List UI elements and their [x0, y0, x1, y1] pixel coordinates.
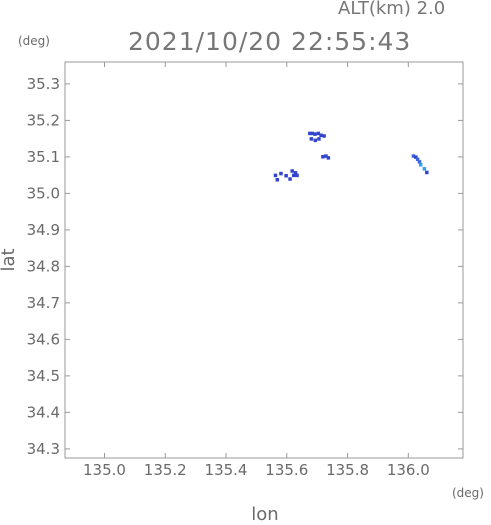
- ticks-layer: 135.0 135.2 135.4 135.6 135.8 136.0 34.3 34.4 34…: [27, 62, 463, 479]
- data-point: [425, 170, 429, 175]
- y-tick-label: 34.4: [27, 403, 60, 421]
- data-point: [309, 137, 314, 141]
- y-tick-label: 34.5: [27, 367, 60, 385]
- data-point: [273, 173, 278, 178]
- x-tick-label: 135.0: [83, 461, 126, 479]
- data-point: [284, 174, 288, 178]
- data-point: [414, 155, 418, 159]
- y-tick-label: 34.6: [27, 330, 60, 348]
- data-point: [422, 167, 427, 171]
- data-point: [417, 160, 422, 164]
- data-point: [411, 154, 416, 158]
- x-tick-label: 135.6: [265, 461, 308, 479]
- data-point: [295, 173, 299, 178]
- y-axis-title: lat: [0, 248, 19, 271]
- data-point: [317, 137, 321, 141]
- data-point: [279, 171, 283, 176]
- data-point: [316, 131, 321, 136]
- y-tick-label: 35.0: [27, 184, 60, 202]
- y-tick-label: 35.3: [27, 75, 60, 93]
- data-point: [275, 178, 280, 182]
- x-tick-label: 135.8: [326, 461, 369, 479]
- data-point: [293, 171, 298, 175]
- y-unit-label: (deg): [18, 34, 50, 48]
- data-point: [322, 134, 326, 138]
- altitude-label: ALT(km) 2.0: [338, 0, 445, 19]
- data-point: [415, 157, 420, 162]
- data-point: [308, 131, 312, 136]
- y-tick-label: 35.1: [27, 148, 60, 166]
- x-unit-label: (deg): [452, 486, 484, 500]
- data-point: [310, 131, 315, 136]
- data-point: [313, 138, 318, 143]
- x-tick-label: 135.4: [205, 461, 248, 479]
- y-tick-label: 35.2: [27, 111, 60, 129]
- x-tick-label: 135.2: [144, 461, 187, 479]
- data-point: [319, 133, 323, 137]
- x-axis-title: lon: [251, 504, 278, 521]
- data-point: [418, 163, 423, 167]
- x-tick-label: 136.0: [387, 461, 430, 479]
- data-point: [288, 177, 292, 181]
- data-point: [291, 173, 296, 178]
- data-point: [326, 156, 331, 160]
- datetime-label: 2021/10/20 22:55:43: [128, 27, 411, 56]
- data-point: [321, 155, 325, 159]
- y-tick-label: 34.8: [27, 257, 60, 275]
- data-point: [313, 132, 317, 136]
- y-tick-label: 34.3: [27, 440, 60, 458]
- plot-frame: [64, 61, 464, 459]
- y-tick-label: 34.9: [27, 221, 60, 239]
- y-tick-label: 34.7: [27, 294, 60, 312]
- data-point: [324, 154, 328, 158]
- data-point: [290, 169, 294, 173]
- points-layer: [273, 131, 429, 182]
